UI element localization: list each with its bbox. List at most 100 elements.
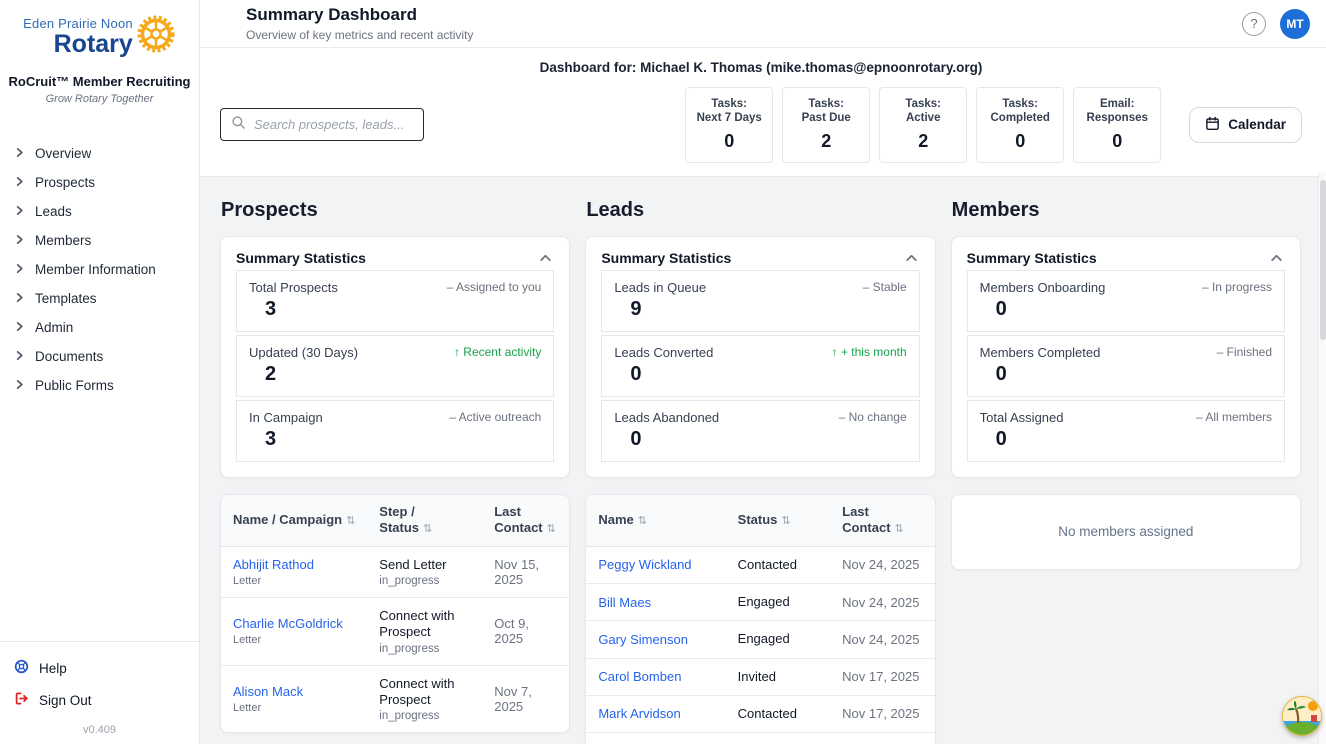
lead-last-contact: Nov 24, 2025: [830, 582, 935, 621]
tropical-island-icon: [1283, 697, 1321, 735]
table-row: Alison Mack Letter Connect with Prospect…: [221, 664, 570, 732]
column-header-name[interactable]: Name ⇅: [586, 494, 726, 547]
avatar[interactable]: MT: [1280, 8, 1310, 39]
chevron-right-icon: [14, 175, 25, 190]
prospect-last-contact: Oct 9, 2025: [482, 597, 570, 665]
sidebar-item-member-information[interactable]: Member Information: [0, 255, 199, 284]
sidebar-item-templates[interactable]: Templates: [0, 284, 199, 313]
task-summary-cards: Tasks: Next 7 Days 0 Tasks: Past Due 2 T…: [685, 87, 1162, 163]
sidebar-item-label: Admin: [35, 320, 74, 335]
sidebar-nav: Overview Prospects Leads Members Member …: [0, 139, 199, 400]
sidebar-item-label: Templates: [35, 291, 97, 306]
stat-note: – Active outreach: [449, 409, 542, 424]
sidebar-item-label: Leads: [35, 204, 72, 219]
sidebar-item-leads[interactable]: Leads: [0, 197, 199, 226]
calendar-button[interactable]: Calendar: [1189, 106, 1302, 143]
prospect-step: Connect with Prospect: [379, 675, 455, 707]
prospect-status: in_progress: [379, 575, 440, 587]
sidebar-item-public-forms[interactable]: Public Forms: [0, 371, 199, 400]
column-header-name-campaign[interactable]: Name / Campaign ⇅: [221, 494, 368, 547]
stat-leads-converted: Leads Converted ↑ + this month 0: [601, 334, 920, 397]
chevron-right-icon: [14, 378, 25, 393]
task-card-next-7-days: Tasks: Next 7 Days 0: [685, 87, 774, 163]
stat-members-completed: Members Completed – Finished 0: [966, 334, 1285, 397]
column-header-last-contact[interactable]: Last Contact ⇅: [482, 494, 570, 547]
empty-message: No members assigned: [1058, 524, 1194, 540]
sign-out-button[interactable]: Sign Out: [14, 684, 185, 716]
table-row: Peggy Wickland Contacted Nov 24, 2025: [586, 546, 934, 583]
prospect-campaign: Letter: [233, 574, 262, 587]
life-ring-icon: [14, 659, 29, 677]
sidebar-item-label: Overview: [35, 146, 92, 161]
search-box[interactable]: [220, 108, 432, 142]
lead-last-contact: Nov 24, 2025: [830, 620, 935, 658]
stat-updated-30-days: Updated (30 Days) ↑ Recent activity 2: [236, 334, 555, 397]
chevron-right-icon: [14, 262, 25, 277]
collapse-chevron-icon[interactable]: [1268, 250, 1285, 267]
sidebar-footer: Help Sign Out v0.409: [0, 641, 199, 744]
prospect-name-link[interactable]: Charlie McGoldrick: [233, 616, 343, 632]
lead-last-contact: Nov 17, 2025: [830, 657, 935, 696]
sidebar-item-documents[interactable]: Documents: [0, 342, 199, 371]
members-empty-card: No members assigned: [950, 493, 1301, 570]
app-tagline: Grow Rotary Together: [45, 93, 154, 105]
app-version: v0.409: [82, 724, 117, 736]
prospect-step: Connect with Prospect: [379, 608, 455, 640]
island-widget-button[interactable]: [1282, 696, 1322, 736]
sidebar-item-overview[interactable]: Overview: [0, 139, 199, 168]
sign-out-icon: [14, 691, 29, 709]
sidebar-item-label: Public Forms: [35, 378, 114, 393]
sort-icon: ⇅: [346, 514, 356, 527]
stats-card-title: Summary Statistics: [966, 250, 1097, 267]
prospect-name-link[interactable]: Abhijit Rathod: [233, 556, 314, 572]
task-card-value: 2: [821, 130, 832, 151]
lead-name-link[interactable]: Mark Arvidson: [598, 706, 681, 722]
prospect-status: in_progress: [379, 710, 440, 722]
lead-name-link[interactable]: Gary Simenson: [598, 631, 688, 647]
sort-icon: ⇅: [637, 514, 647, 527]
column-header-status[interactable]: Status ⇅: [725, 494, 831, 547]
task-card-value: 0: [724, 130, 735, 151]
scrollbar-thumb[interactable]: [1320, 180, 1326, 340]
members-section: Members Summary Statistics Members Onboa…: [950, 199, 1301, 570]
column-header-step-status[interactable]: Step / Status ⇅: [367, 494, 483, 547]
task-card-value: 0: [1112, 130, 1123, 151]
lead-name-link[interactable]: Carol Bomben: [598, 669, 682, 685]
rotary-wheel-icon: [136, 14, 176, 59]
chevron-right-icon: [14, 320, 25, 335]
table-row: [586, 732, 935, 744]
prospects-stats-card: Summary Statistics Total Prospects – Ass…: [220, 235, 571, 478]
collapse-chevron-icon[interactable]: [903, 250, 920, 267]
table-row: Bill Maes Engaged Nov 24, 2025: [586, 582, 935, 621]
sort-icon: ⇅: [781, 514, 791, 527]
collapse-chevron-icon[interactable]: [537, 250, 554, 267]
sidebar-item-admin[interactable]: Admin: [0, 313, 199, 342]
table-row: Gary Simenson Engaged Nov 24, 2025: [586, 620, 935, 658]
lead-last-contact: Nov 17, 2025: [830, 694, 935, 733]
chevron-right-icon: [14, 146, 25, 161]
page-subtitle: Overview of key metrics and recent activ…: [246, 27, 474, 42]
prospect-name-link[interactable]: Alison Mack: [233, 683, 304, 699]
scrollbar[interactable]: [1318, 172, 1326, 744]
prospect-status: in_progress: [379, 642, 440, 655]
stat-leads-in-queue: Leads in Queue – Stable 9: [601, 269, 920, 332]
lead-name-link[interactable]: Peggy Wickland: [598, 557, 692, 573]
stat-members-onboarding: Members Onboarding – In progress 0: [966, 269, 1285, 332]
lead-name-link[interactable]: Bill Maes: [598, 594, 652, 610]
help-button[interactable]: Help: [14, 652, 185, 684]
help-icon[interactable]: ?: [1242, 11, 1266, 36]
sidebar-item-label: Members: [35, 233, 92, 248]
search-input[interactable]: [254, 117, 432, 133]
topbar: Summary Dashboard Overview of key metric…: [200, 0, 1326, 48]
sign-out-label: Sign Out: [39, 692, 92, 708]
stats-card-title: Summary Statistics: [236, 250, 366, 267]
prospect-campaign: Letter: [233, 701, 262, 714]
sort-icon: ⇅: [546, 523, 556, 535]
sidebar-item-label: Prospects: [35, 175, 96, 190]
sidebar-item-prospects[interactable]: Prospects: [0, 168, 199, 197]
task-card-past-due: Tasks: Past Due 2: [782, 87, 871, 163]
members-stats-card: Summary Statistics Members Onboarding – …: [950, 235, 1301, 478]
sidebar-item-members[interactable]: Members: [0, 226, 199, 255]
column-header-last-contact[interactable]: Last Contact ⇅: [830, 494, 935, 547]
page-title: Summary Dashboard: [246, 5, 417, 25]
